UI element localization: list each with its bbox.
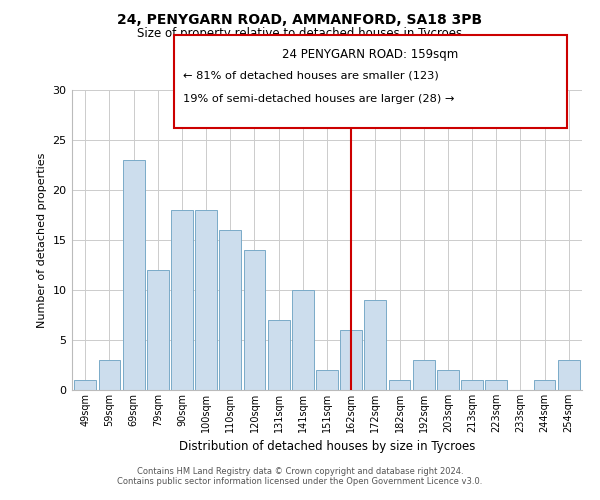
Bar	[292, 290, 314, 390]
Bar	[558, 360, 580, 390]
Bar	[485, 380, 507, 390]
Bar	[268, 320, 290, 390]
Bar	[220, 230, 241, 390]
X-axis label: Distribution of detached houses by size in Tycroes: Distribution of detached houses by size …	[179, 440, 475, 454]
Text: Contains HM Land Registry data © Crown copyright and database right 2024.: Contains HM Land Registry data © Crown c…	[137, 467, 463, 476]
Bar	[316, 370, 338, 390]
Bar	[244, 250, 265, 390]
Bar	[413, 360, 434, 390]
Bar	[340, 330, 362, 390]
Y-axis label: Number of detached properties: Number of detached properties	[37, 152, 47, 328]
Bar	[74, 380, 96, 390]
Bar	[364, 300, 386, 390]
Bar	[123, 160, 145, 390]
Bar	[461, 380, 483, 390]
Text: Size of property relative to detached houses in Tycroes: Size of property relative to detached ho…	[137, 28, 463, 40]
Bar	[437, 370, 459, 390]
Text: 24 PENYGARN ROAD: 159sqm: 24 PENYGARN ROAD: 159sqm	[283, 48, 458, 60]
Text: ← 81% of detached houses are smaller (123): ← 81% of detached houses are smaller (12…	[183, 71, 439, 81]
Bar	[147, 270, 169, 390]
Text: 19% of semi-detached houses are larger (28) →: 19% of semi-detached houses are larger (…	[183, 94, 454, 104]
Bar	[171, 210, 193, 390]
Bar	[533, 380, 556, 390]
Bar	[389, 380, 410, 390]
Bar	[195, 210, 217, 390]
Bar	[98, 360, 121, 390]
Text: Contains public sector information licensed under the Open Government Licence v3: Contains public sector information licen…	[118, 477, 482, 486]
Text: 24, PENYGARN ROAD, AMMANFORD, SA18 3PB: 24, PENYGARN ROAD, AMMANFORD, SA18 3PB	[118, 12, 482, 26]
